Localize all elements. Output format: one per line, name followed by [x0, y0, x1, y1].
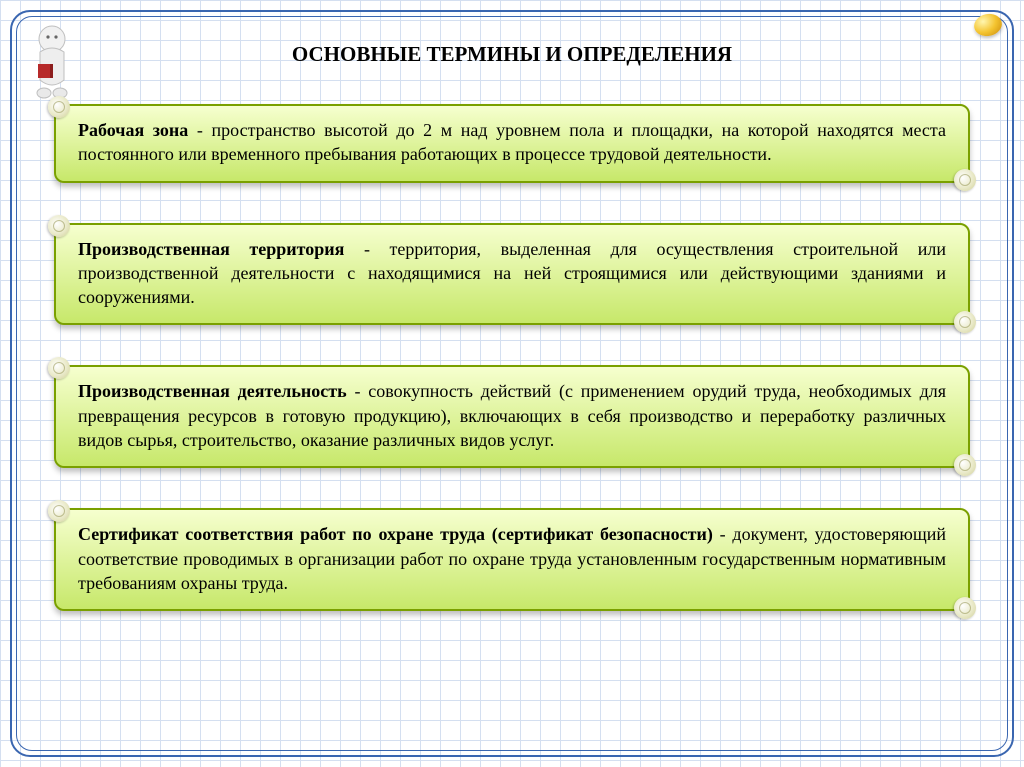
scroll-corner-icon	[48, 357, 70, 379]
scroll-corner-icon	[48, 500, 70, 522]
scroll-corner-icon	[954, 169, 976, 191]
definition-card: Рабочая зона - пространство высотой до 2…	[54, 104, 970, 183]
page-title: ОСНОВНЫЕ ТЕРМИНЫ И ОПРЕДЕЛЕНИЯ	[0, 42, 1024, 67]
scroll-corner-icon	[48, 215, 70, 237]
definition-card: Сертификат соответствия работ по охране …	[54, 508, 970, 611]
scroll-corner-icon	[48, 96, 70, 118]
term-text: Производственная территория	[78, 239, 344, 259]
definition-card-list: Рабочая зона - пространство высотой до 2…	[54, 104, 970, 611]
term-text: Сертификат соответствия работ по охране …	[78, 524, 713, 544]
term-text: Рабочая зона	[78, 120, 188, 140]
definition-card: Производственная деятельность - совокупн…	[54, 365, 970, 468]
term-text: Производственная деятельность	[78, 381, 347, 401]
definition-card: Производственная территория - территория…	[54, 223, 970, 326]
definition-text: - пространство высотой до 2 м над уровне…	[78, 120, 946, 164]
